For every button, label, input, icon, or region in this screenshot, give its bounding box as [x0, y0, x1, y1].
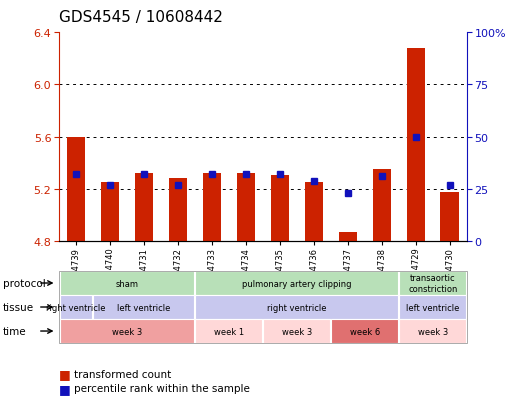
- Bar: [134, 174, 153, 242]
- Text: percentile rank within the sample: percentile rank within the sample: [74, 383, 250, 393]
- Text: transformed count: transformed count: [74, 369, 172, 379]
- Text: GDS4545 / 10608442: GDS4545 / 10608442: [59, 10, 223, 25]
- Text: protocol: protocol: [3, 278, 45, 288]
- Text: week 3: week 3: [112, 327, 142, 336]
- Bar: [101, 183, 120, 242]
- Text: tissue: tissue: [3, 302, 34, 312]
- Text: transaortic
constriction: transaortic constriction: [408, 274, 458, 293]
- Text: pulmonary artery clipping: pulmonary artery clipping: [242, 279, 351, 288]
- Bar: [441, 192, 459, 242]
- Bar: [236, 174, 255, 242]
- Text: ■: ■: [59, 382, 71, 395]
- Bar: [169, 179, 187, 242]
- Text: time: time: [3, 326, 26, 336]
- Text: left ventricle: left ventricle: [117, 303, 171, 312]
- Text: week 6: week 6: [350, 327, 380, 336]
- Text: left ventricle: left ventricle: [406, 303, 460, 312]
- Bar: [305, 183, 323, 242]
- Bar: [406, 49, 425, 242]
- Text: week 1: week 1: [214, 327, 244, 336]
- Text: week 3: week 3: [418, 327, 448, 336]
- Text: week 3: week 3: [282, 327, 312, 336]
- Bar: [270, 175, 289, 242]
- Text: ■: ■: [59, 367, 71, 380]
- Bar: [339, 233, 357, 242]
- Bar: [67, 137, 85, 242]
- Text: right ventricle: right ventricle: [267, 303, 327, 312]
- Bar: [372, 170, 391, 242]
- Text: sham: sham: [115, 279, 139, 288]
- Text: right ventricle: right ventricle: [46, 303, 106, 312]
- Bar: [203, 174, 221, 242]
